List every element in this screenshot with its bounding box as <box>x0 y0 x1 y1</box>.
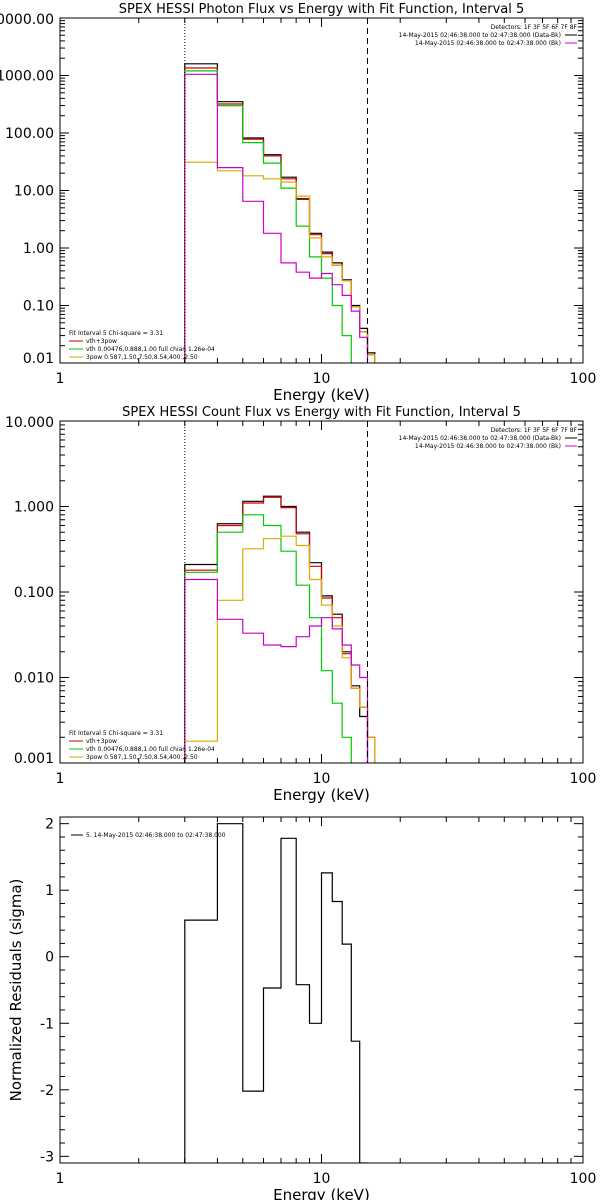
panel-0-legend-right-header: Detectors: 1F 3F 5F 6F 7F 8F <box>491 24 578 31</box>
panel-1-series-4-line <box>184 578 376 763</box>
panel-2-ytick-label: 0 <box>45 950 54 966</box>
panel-2-ylabel: Normalized Residuals (sigma) <box>7 879 25 1102</box>
panel-0-legend-left-entry: vth 0.00476,0.888,1.00 full chian 1.26e-… <box>86 346 215 353</box>
panel-0-title: SPEX HESSI Photon Flux vs Energy with Fi… <box>119 2 525 17</box>
panel-1-ytick-label: 0.100 <box>14 585 54 601</box>
panel-0-legend-right-entry: 14-May-2015 02:46:38.000 to 02:47:38.000… <box>415 40 561 47</box>
panel-1-title: SPEX HESSI Count Flux vs Energy with Fit… <box>122 405 521 420</box>
panel-0-legend-right-entry: 14-May-2015 02:46:38.000 to 02:47:38.000… <box>399 32 561 39</box>
panel-0-xlabel: Energy (keV) <box>273 386 370 404</box>
panel-1-ytick-label: 0.010 <box>14 671 54 687</box>
panel-2-ytick-label: -2 <box>40 1083 54 1099</box>
panel-2-series-group <box>184 823 368 1163</box>
panel-2-xtick-label: 100 <box>570 1171 597 1187</box>
panel-0-xtick-label: 100 <box>570 371 597 387</box>
panel-0-series-group <box>184 63 376 363</box>
panel-0-ytick-label: 1000.00 <box>0 69 54 85</box>
panel-1-xtick-label: 100 <box>570 771 597 787</box>
panel-2-xtick-label: 10 <box>313 1171 331 1187</box>
panel-1-legend-left-entry: vth 0.00476,0.888,1.00 full chian 1.26e-… <box>86 746 215 753</box>
panel-0-ytick-label: 10000.00 <box>0 12 54 28</box>
panel-1-ytick-label: 0.001 <box>14 751 54 767</box>
panel-1-xlabel: Energy (keV) <box>273 786 370 804</box>
panel-1-ytick-label: 1.000 <box>14 500 54 516</box>
panel-1-legend-left-entry: vth+3pow <box>86 738 117 745</box>
panel-2-legend-left-entry: 5. 14-May-2015 02:46:38.000 to 02:47:38.… <box>86 832 226 839</box>
panel-1-xtick-label: 10 <box>313 771 331 787</box>
panel-1-legend-right-entry: 14-May-2015 02:46:38.000 to 02:47:38.000… <box>399 435 561 442</box>
panel-2-series-0-line <box>184 823 368 1163</box>
panel-0-ytick-label: 0.10 <box>23 299 54 315</box>
panel-2-ytick-label: 1 <box>45 883 54 899</box>
panel-0-legend-left-entry: 3pow 0.587,1.50,7.50,8.54,400.,2.50 <box>86 354 198 361</box>
panel-0-ytick-label: 0.01 <box>23 351 54 367</box>
panel-1-legend-left-header: Fit Interval 5 Chi-square = 3.31 <box>69 730 163 737</box>
panel-1-legend-right-entry: 14-May-2015 02:46:38.000 to 02:47:38.000… <box>415 443 561 450</box>
panel-0-ytick-label: 10.00 <box>14 184 54 200</box>
panel-0-ytick-label: 100.00 <box>5 126 54 142</box>
panel-0-xtick-label: 10 <box>313 371 331 387</box>
panel-1-ytick-label: 10.000 <box>5 415 54 431</box>
panel-0-series-2-line <box>184 70 376 363</box>
panel-2-xlabel: Energy (keV) <box>273 1186 370 1200</box>
panel-0-legend-left-entry: vth+3pow <box>86 338 117 345</box>
panel-1-series-3-line <box>184 535 376 763</box>
panel-1-series-group <box>184 495 376 763</box>
panel-1-xtick-label: 1 <box>56 771 65 787</box>
panel-0-legend-left-header: Fit Interval 5 Chi-square = 3.31 <box>69 330 163 337</box>
panel-1-legend-right-header: Detectors: 1F 3F 5F 6F 7F 8F <box>491 427 578 434</box>
panel-0-series-4-line <box>184 73 376 363</box>
panel-1-legend-left-entry: 3pow 0.587,1.50,7.50,8.54,400.,2.50 <box>86 754 198 761</box>
panel-0-xtick-label: 1 <box>56 371 65 387</box>
panel-2-ytick-label: -3 <box>40 1149 54 1165</box>
panel-2-ytick-label: 2 <box>45 817 54 833</box>
panel-2-ytick-label: -1 <box>40 1016 54 1032</box>
panel-1-series-2-line <box>184 514 376 763</box>
panel-2-xtick-label: 1 <box>56 1171 65 1187</box>
panel-0-ytick-label: 1.00 <box>23 241 54 257</box>
